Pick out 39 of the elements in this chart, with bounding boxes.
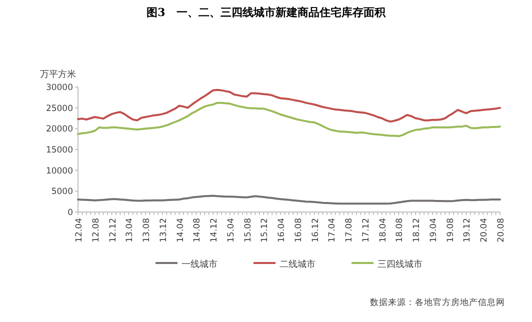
source-note: 数据来源：各地官方房地产信息网	[370, 297, 505, 308]
x-tick-label: 16.08	[294, 218, 304, 242]
x-tick-label: 14.04	[176, 218, 186, 242]
x-tick-label: 18.12	[412, 218, 422, 242]
x-tick-label: 12.04	[74, 218, 84, 242]
x-tick-label: 20.08	[496, 218, 506, 242]
y-tick-label: 25000	[46, 104, 73, 114]
x-tick-label: 18.08	[395, 218, 406, 242]
x-tick-label: 15.04	[226, 218, 236, 242]
x-tick-label: 14.12	[210, 218, 220, 242]
legend-label: 二线城市	[280, 259, 316, 270]
x-tick-label: 20.04	[480, 218, 490, 242]
x-tick-label: 17.12	[361, 218, 372, 242]
x-tick-label: 19.04	[428, 218, 439, 242]
chart-title: 图3 一、二、三四线城市新建商品住宅库存面积	[146, 6, 386, 19]
x-tick-label: 13.12	[158, 218, 169, 242]
y-tick-label: 20000	[46, 124, 73, 135]
x-tick-label: 19.12	[462, 218, 473, 242]
x-tick-label: 13.08	[142, 218, 152, 242]
x-tick-label: 19.08	[446, 218, 456, 242]
x-tick-label: 15.12	[260, 218, 270, 242]
y-tick-label: 10000	[46, 166, 73, 176]
x-tick-label: 13.04	[125, 218, 136, 242]
x-tick-label: 18.04	[378, 218, 388, 242]
legend-label: 一线城市	[182, 259, 218, 270]
x-tick-label: 17.04	[328, 218, 338, 242]
y-tick-label: 30000	[46, 83, 73, 93]
y-tick-label: 5000	[51, 187, 73, 198]
x-tick-label: 16.04	[277, 218, 288, 242]
y-tick-label: 15000	[46, 146, 73, 156]
x-tick-label: 14.08	[192, 218, 203, 242]
x-tick-label: 16.12	[310, 218, 321, 242]
x-tick-label: 12.12	[108, 218, 118, 242]
x-tick-label: 12.08	[91, 218, 102, 242]
legend-label: 三四线城市	[378, 259, 422, 270]
x-tick-label: 15.08	[243, 218, 254, 242]
x-tick-label: 17.08	[344, 218, 355, 242]
y-tick-label: 0	[68, 208, 73, 218]
y-axis-title: 万平方米	[40, 69, 76, 80]
